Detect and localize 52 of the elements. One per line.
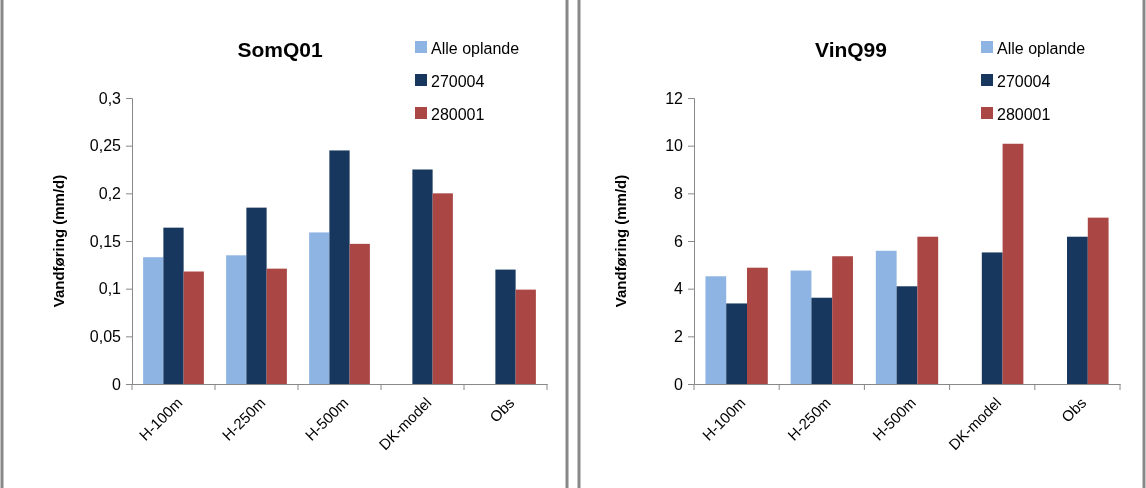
y-tick-label: 0	[674, 375, 684, 393]
y-tick-label: 0,2	[98, 184, 122, 202]
bar	[896, 286, 918, 384]
legend-label: 280001	[431, 105, 485, 123]
y-tick-label: 0,25	[89, 137, 122, 155]
bar	[495, 269, 516, 384]
bar	[143, 257, 164, 384]
bar	[349, 243, 370, 384]
chart-title: VinQ99	[815, 38, 887, 61]
y-tick-label: 0,1	[98, 280, 122, 298]
bar	[726, 303, 747, 384]
y-tick-label: 0	[112, 375, 122, 393]
bar	[226, 255, 247, 384]
y-tick-label: 4	[674, 280, 684, 298]
y-axis-title: Vandføring (mm/d)	[50, 174, 67, 308]
legend-label: 280001	[997, 105, 1051, 123]
x-tick-label: Obs	[1057, 393, 1090, 426]
bar	[329, 150, 350, 384]
y-tick-label: 10	[665, 137, 684, 155]
legend-label: 270004	[997, 72, 1051, 90]
y-tick-label: 12	[665, 89, 684, 107]
chart-title: SomQ01	[237, 38, 323, 61]
bar	[1002, 143, 1024, 384]
x-tick-label: Obs	[485, 393, 518, 426]
bar	[1087, 217, 1109, 384]
legend-label: Alle oplande	[431, 39, 520, 57]
bar	[917, 236, 939, 384]
bar	[432, 193, 453, 384]
bar	[832, 256, 853, 384]
bar	[246, 207, 267, 384]
bar	[875, 250, 897, 384]
bar	[412, 169, 433, 384]
bar	[309, 232, 330, 384]
bar	[705, 276, 727, 384]
bar	[981, 252, 1003, 384]
y-tick-label: 6	[674, 232, 684, 250]
y-tick-label: 0,3	[98, 89, 122, 107]
bar	[811, 297, 833, 384]
bar	[266, 268, 287, 384]
bar	[1067, 236, 1088, 384]
bar	[183, 271, 204, 384]
bar	[746, 267, 768, 384]
y-tick-label: 0,05	[89, 327, 122, 345]
y-tick-label: 8	[674, 184, 684, 202]
y-tick-label: 0,15	[89, 232, 122, 250]
bar	[515, 289, 536, 384]
y-tick-label: 2	[674, 327, 684, 345]
legend-label: 270004	[431, 72, 485, 90]
bar	[163, 227, 184, 384]
legend-label: Alle oplande	[997, 39, 1086, 57]
y-axis-title: Vandføring (mm/d)	[612, 174, 629, 308]
bar	[790, 270, 812, 384]
